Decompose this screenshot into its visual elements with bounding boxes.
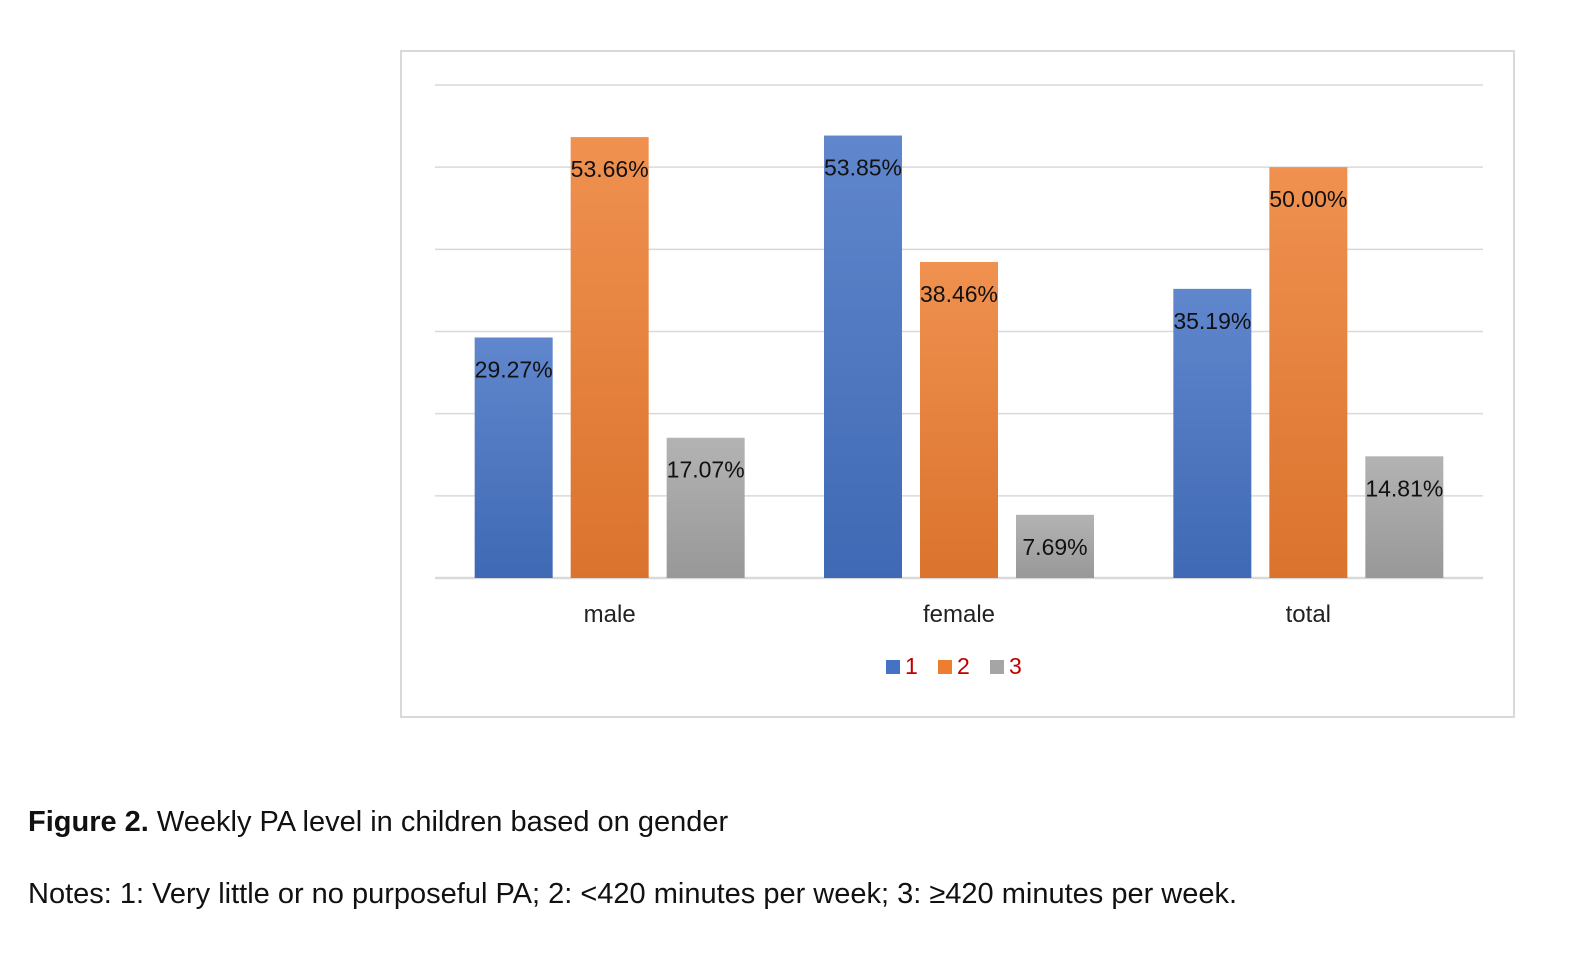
legend-label-1: 1 <box>905 653 918 679</box>
bar-total-series-1 <box>1173 288 1252 578</box>
bar-male-series-3 <box>666 437 745 578</box>
legend-swatch-2 <box>938 660 952 674</box>
data-label: 38.46% <box>920 281 998 307</box>
bar-total-series-2 <box>1269 167 1348 578</box>
bar-male-series-2 <box>570 137 649 578</box>
data-label: 7.69% <box>1022 534 1087 560</box>
legend-label-3: 3 <box>1009 653 1022 679</box>
data-label: 53.66% <box>571 156 649 182</box>
data-label: 50.00% <box>1269 186 1347 212</box>
bar-chart: 29.27% 53.66% 17.07% male 53.85% 38.46% 7.69% f… <box>435 84 1483 679</box>
data-label: 14.81% <box>1365 475 1443 501</box>
legend-label-2: 2 <box>957 653 970 679</box>
bar-male-series-1 <box>474 337 553 578</box>
data-label: 17.07% <box>667 457 745 483</box>
chart-frame: 29.27% 53.66% 17.07% male 53.85% 38.46% 7.69% f… <box>400 50 1515 718</box>
figure-title: Weekly PA level in children based on gen… <box>148 806 729 838</box>
data-label: 29.27% <box>475 356 553 382</box>
x-tick-label: total <box>1286 601 1331 628</box>
bar-female-series-3 <box>1016 514 1094 578</box>
figure-label: Figure 2. <box>28 806 149 838</box>
bar-female-series-1 <box>824 135 902 578</box>
figure-caption: Figure 2. Weekly PA level in children ba… <box>28 806 728 839</box>
legend-swatch-3 <box>990 660 1004 674</box>
data-label: 53.85% <box>824 155 902 181</box>
data-label: 35.19% <box>1173 308 1251 334</box>
legend-swatch-1 <box>886 660 900 674</box>
x-tick-label: female <box>923 601 995 628</box>
bar-female-series-2 <box>920 261 998 578</box>
bar-total-series-3 <box>1365 456 1444 578</box>
x-tick-label: male <box>584 601 636 628</box>
figure-notes: Notes: 1: Very little or no purposeful P… <box>28 878 1238 910</box>
